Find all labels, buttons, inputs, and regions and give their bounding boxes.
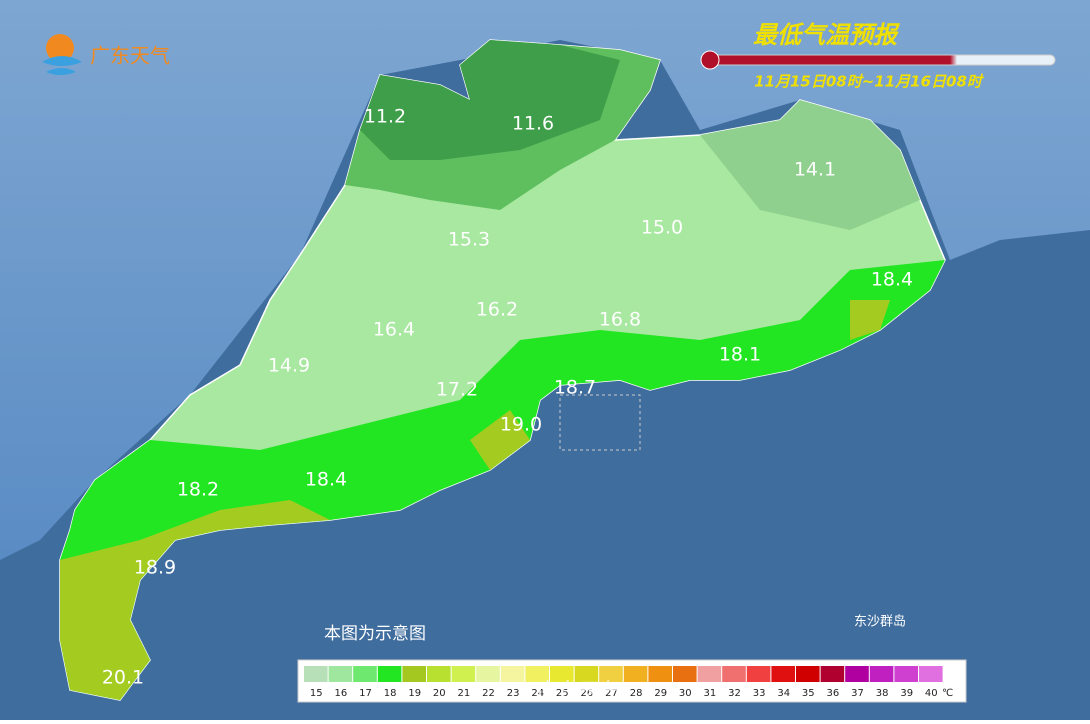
legend-swatch [673, 666, 697, 682]
legend-label: 20 [433, 688, 446, 699]
legend-swatch [623, 666, 648, 682]
legend-swatch [845, 666, 869, 682]
hk-macau-box [559, 394, 641, 451]
legend-label: 15 [310, 688, 323, 699]
temperature-label: 18.4 [871, 269, 913, 291]
legend-swatch [525, 666, 549, 682]
legend-swatch [697, 666, 722, 682]
temperature-label: 16.4 [373, 319, 415, 341]
legend-swatch [304, 666, 328, 682]
legend-swatch [722, 666, 746, 682]
legend-swatch [500, 666, 525, 682]
legend-label: 36 [827, 688, 840, 699]
legend-label: 19 [408, 688, 421, 699]
legend-label: 40 [925, 688, 938, 699]
title-bar-knob [700, 50, 720, 70]
legend-swatch [550, 666, 574, 682]
legend-label: 37 [851, 688, 864, 699]
legend-label: 32 [728, 688, 741, 699]
legend-unit: ℃ [942, 688, 953, 699]
legend-swatch [820, 666, 845, 682]
logo-wave [42, 56, 82, 75]
legend-label: 34 [777, 688, 790, 699]
legend-label: 23 [507, 688, 520, 699]
east-zone [700, 100, 920, 230]
legend-swatch [574, 666, 599, 682]
legend-swatch [427, 666, 451, 682]
temperature-label: 11.6 [512, 113, 554, 135]
legend-label: 35 [802, 688, 815, 699]
legend-swatch [648, 666, 672, 682]
legend-swatch [894, 666, 918, 682]
legend-label: 29 [654, 688, 667, 699]
legend-label: 31 [704, 688, 717, 699]
legend-swatch [451, 666, 476, 682]
temperature-label: 18.4 [305, 469, 347, 491]
watermark: 广东天气 [536, 680, 624, 705]
temperature-label: 16.8 [599, 309, 641, 331]
legend-swatch [476, 666, 500, 682]
temperature-label: 15.0 [641, 217, 683, 239]
legend-label: 17 [359, 688, 372, 699]
legend-swatch [796, 666, 820, 682]
legend-swatch [353, 666, 377, 682]
temperature-label: 16.2 [476, 299, 518, 321]
temperature-label: 18.7 [554, 377, 596, 399]
legend-label: 22 [482, 688, 495, 699]
legend-label: 39 [900, 688, 913, 699]
temperature-label: 14.9 [268, 355, 310, 377]
legend-swatch [771, 666, 795, 682]
temperature-label: 18.1 [719, 344, 761, 366]
title: 最低气温预报 [753, 21, 900, 49]
legend-label: 38 [876, 688, 889, 699]
coldest-zone [360, 40, 620, 160]
warm-spots [470, 300, 890, 470]
legend-swatch [919, 666, 943, 682]
warmest-zone [60, 500, 330, 700]
legend-label: 26 [581, 688, 594, 699]
legend-swatch [746, 666, 771, 682]
logo-text: 广东天气 [90, 44, 170, 68]
legend-items: 15 16 17 18 19 20 21 22 23 24 25 26 27 28 29 30 31 32 33 34… [304, 666, 953, 699]
legend-swatch [599, 666, 623, 682]
temperature-label: 14.1 [794, 159, 836, 181]
legend-swatch [328, 666, 353, 682]
temperature-label: 15.3 [448, 229, 490, 251]
warm-coast [60, 260, 945, 700]
temperature-label: 18.2 [177, 479, 219, 501]
legend-label: 28 [630, 688, 643, 699]
mainland [0, 0, 1090, 560]
title-bar [704, 54, 1056, 66]
temperature-label: 19.0 [500, 414, 542, 436]
island-label: 东沙群岛 [854, 614, 906, 630]
subtitle: 11月15日08时~11月16日08时 [754, 73, 985, 91]
legend-label: 30 [679, 688, 692, 699]
temperature-label: 18.9 [134, 557, 176, 579]
temperature-label: 17.2 [436, 379, 478, 401]
legend-swatch [869, 666, 894, 682]
legend-label: 27 [605, 688, 618, 699]
legend-label: 18 [384, 688, 397, 699]
legend-label: 21 [458, 688, 471, 699]
legend-swatch [402, 666, 426, 682]
note: 本图为示意图 [324, 624, 426, 644]
legend-label: 16 [335, 688, 348, 699]
temperature-label: 20.1 [102, 667, 144, 689]
temperature-labels: 11.2 11.6 14.1 15.3 15.0 18.4 16.2 16.4 16.8 14.9… [102, 106, 913, 689]
temperature-label: 11.2 [364, 106, 406, 128]
legend-label: 33 [753, 688, 766, 699]
legend-label: 24 [531, 688, 544, 699]
legend-swatch [377, 666, 402, 682]
legend-label: 25 [556, 688, 569, 699]
logo-sun [46, 34, 74, 62]
